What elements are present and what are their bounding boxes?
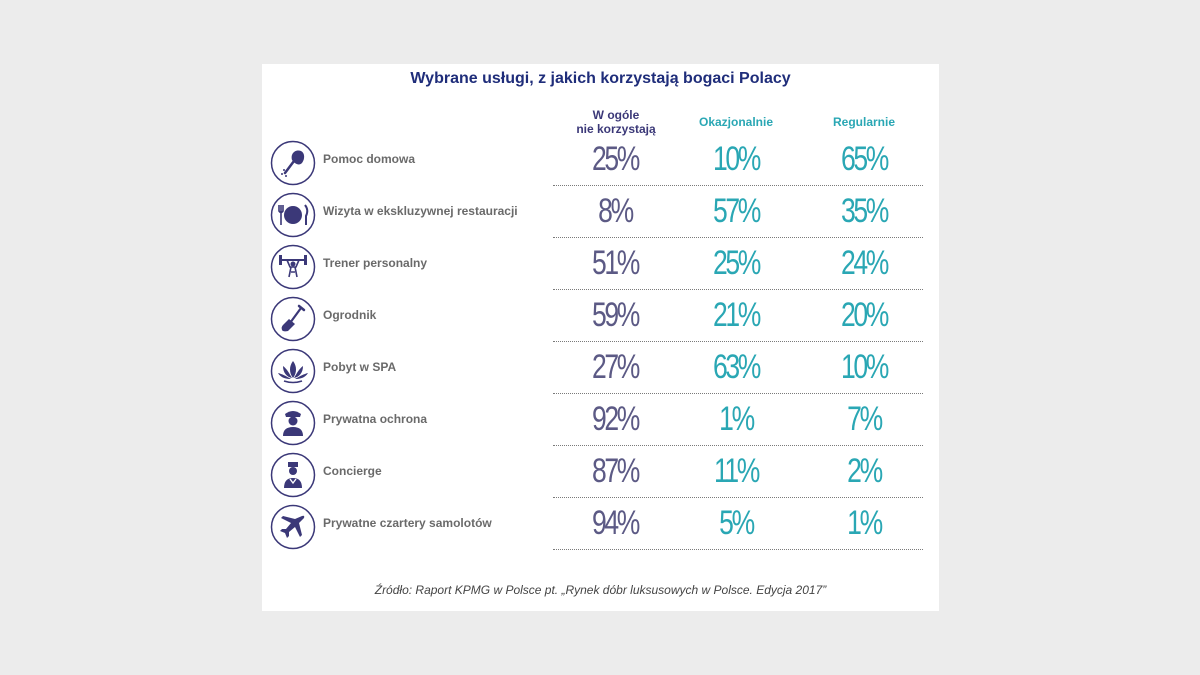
value-never: 27% — [591, 348, 640, 386]
table-row: Pomoc domowa 25% 10% 65% — [262, 138, 939, 190]
row-label: Pomoc domowa — [323, 152, 416, 166]
row-label: Pobyt w SPA — [323, 360, 397, 374]
value-never: 87% — [591, 452, 640, 490]
value-regularly: 10% — [840, 348, 889, 386]
value-occasionally: 10% — [712, 140, 761, 178]
table-row: Concierge 87% 11% 2% — [262, 450, 939, 502]
column-header-line: W ogóle — [592, 108, 640, 122]
lotus-icon — [270, 348, 316, 394]
value-never: 25% — [591, 140, 640, 178]
value-occasionally: 57% — [712, 192, 761, 230]
table-row: Wizyta w ekskluzywnej restauracji 8% 57% 35… — [262, 190, 939, 242]
row-divider — [553, 289, 923, 290]
value-occasionally: 25% — [712, 244, 761, 282]
value-never: 59% — [591, 296, 640, 334]
value-occasionally: 21% — [712, 296, 761, 334]
concierge-icon — [270, 452, 316, 498]
column-header-line: nie korzystają — [576, 122, 656, 136]
infographic-card: Wybrane usługi, z jakich korzystają boga… — [262, 64, 939, 611]
value-regularly: 7% — [847, 400, 883, 438]
value-regularly: 24% — [840, 244, 889, 282]
row-label: Prywatne czartery samolotów — [323, 516, 492, 530]
value-occasionally: 5% — [719, 504, 755, 542]
value-regularly: 65% — [840, 140, 889, 178]
row-divider — [553, 237, 923, 238]
row-divider — [553, 497, 923, 498]
value-occasionally: 63% — [712, 348, 761, 386]
row-divider — [553, 185, 923, 186]
row-label: Trener personalny — [323, 256, 428, 270]
row-divider — [553, 341, 923, 342]
column-header-regularly: Regularnie — [832, 115, 895, 129]
row-label: Concierge — [323, 464, 382, 478]
value-regularly: 1% — [847, 504, 883, 542]
feather-duster-icon — [270, 140, 316, 186]
row-divider — [553, 549, 923, 550]
table-row: Pobyt w SPA 27% 63% 10% — [262, 346, 939, 398]
row-divider — [553, 393, 923, 394]
value-never: 8% — [598, 192, 634, 230]
row-label: Prywatna ochrona — [323, 412, 428, 426]
column-header-never: W ogóle nie korzystają — [556, 108, 676, 136]
value-never: 51% — [591, 244, 640, 282]
table-row: Ogrodnik 59% 21% 20% — [262, 294, 939, 346]
chart-title: Wybrane usługi, z jakich korzystają boga… — [410, 70, 791, 87]
airplane-icon — [270, 504, 316, 550]
column-header-occasionally: Okazjonalnie — [698, 115, 774, 129]
weightlifter-icon — [270, 244, 316, 290]
table-row: Prywatne czartery samolotów 94% 5% 1% — [262, 502, 939, 554]
value-never: 94% — [591, 504, 640, 542]
row-label: Ogrodnik — [323, 308, 377, 322]
value-regularly: 20% — [840, 296, 889, 334]
shovel-icon — [270, 296, 316, 342]
value-occasionally: 11% — [713, 452, 760, 490]
value-regularly: 2% — [847, 452, 883, 490]
value-never: 92% — [591, 400, 640, 438]
table-row: Trener personalny 51% 25% 24% — [262, 242, 939, 294]
value-occasionally: 1% — [719, 400, 755, 438]
row-label: Wizyta w ekskluzywnej restauracji — [323, 204, 518, 218]
source-note: Źródło: Raport KPMG w Polsce pt. „Rynek … — [374, 583, 827, 597]
security-guard-icon — [270, 400, 316, 446]
plate-cutlery-icon — [270, 192, 316, 238]
table-row: Prywatna ochrona 92% 1% 7% — [262, 398, 939, 450]
row-divider — [553, 445, 923, 446]
value-regularly: 35% — [840, 192, 889, 230]
